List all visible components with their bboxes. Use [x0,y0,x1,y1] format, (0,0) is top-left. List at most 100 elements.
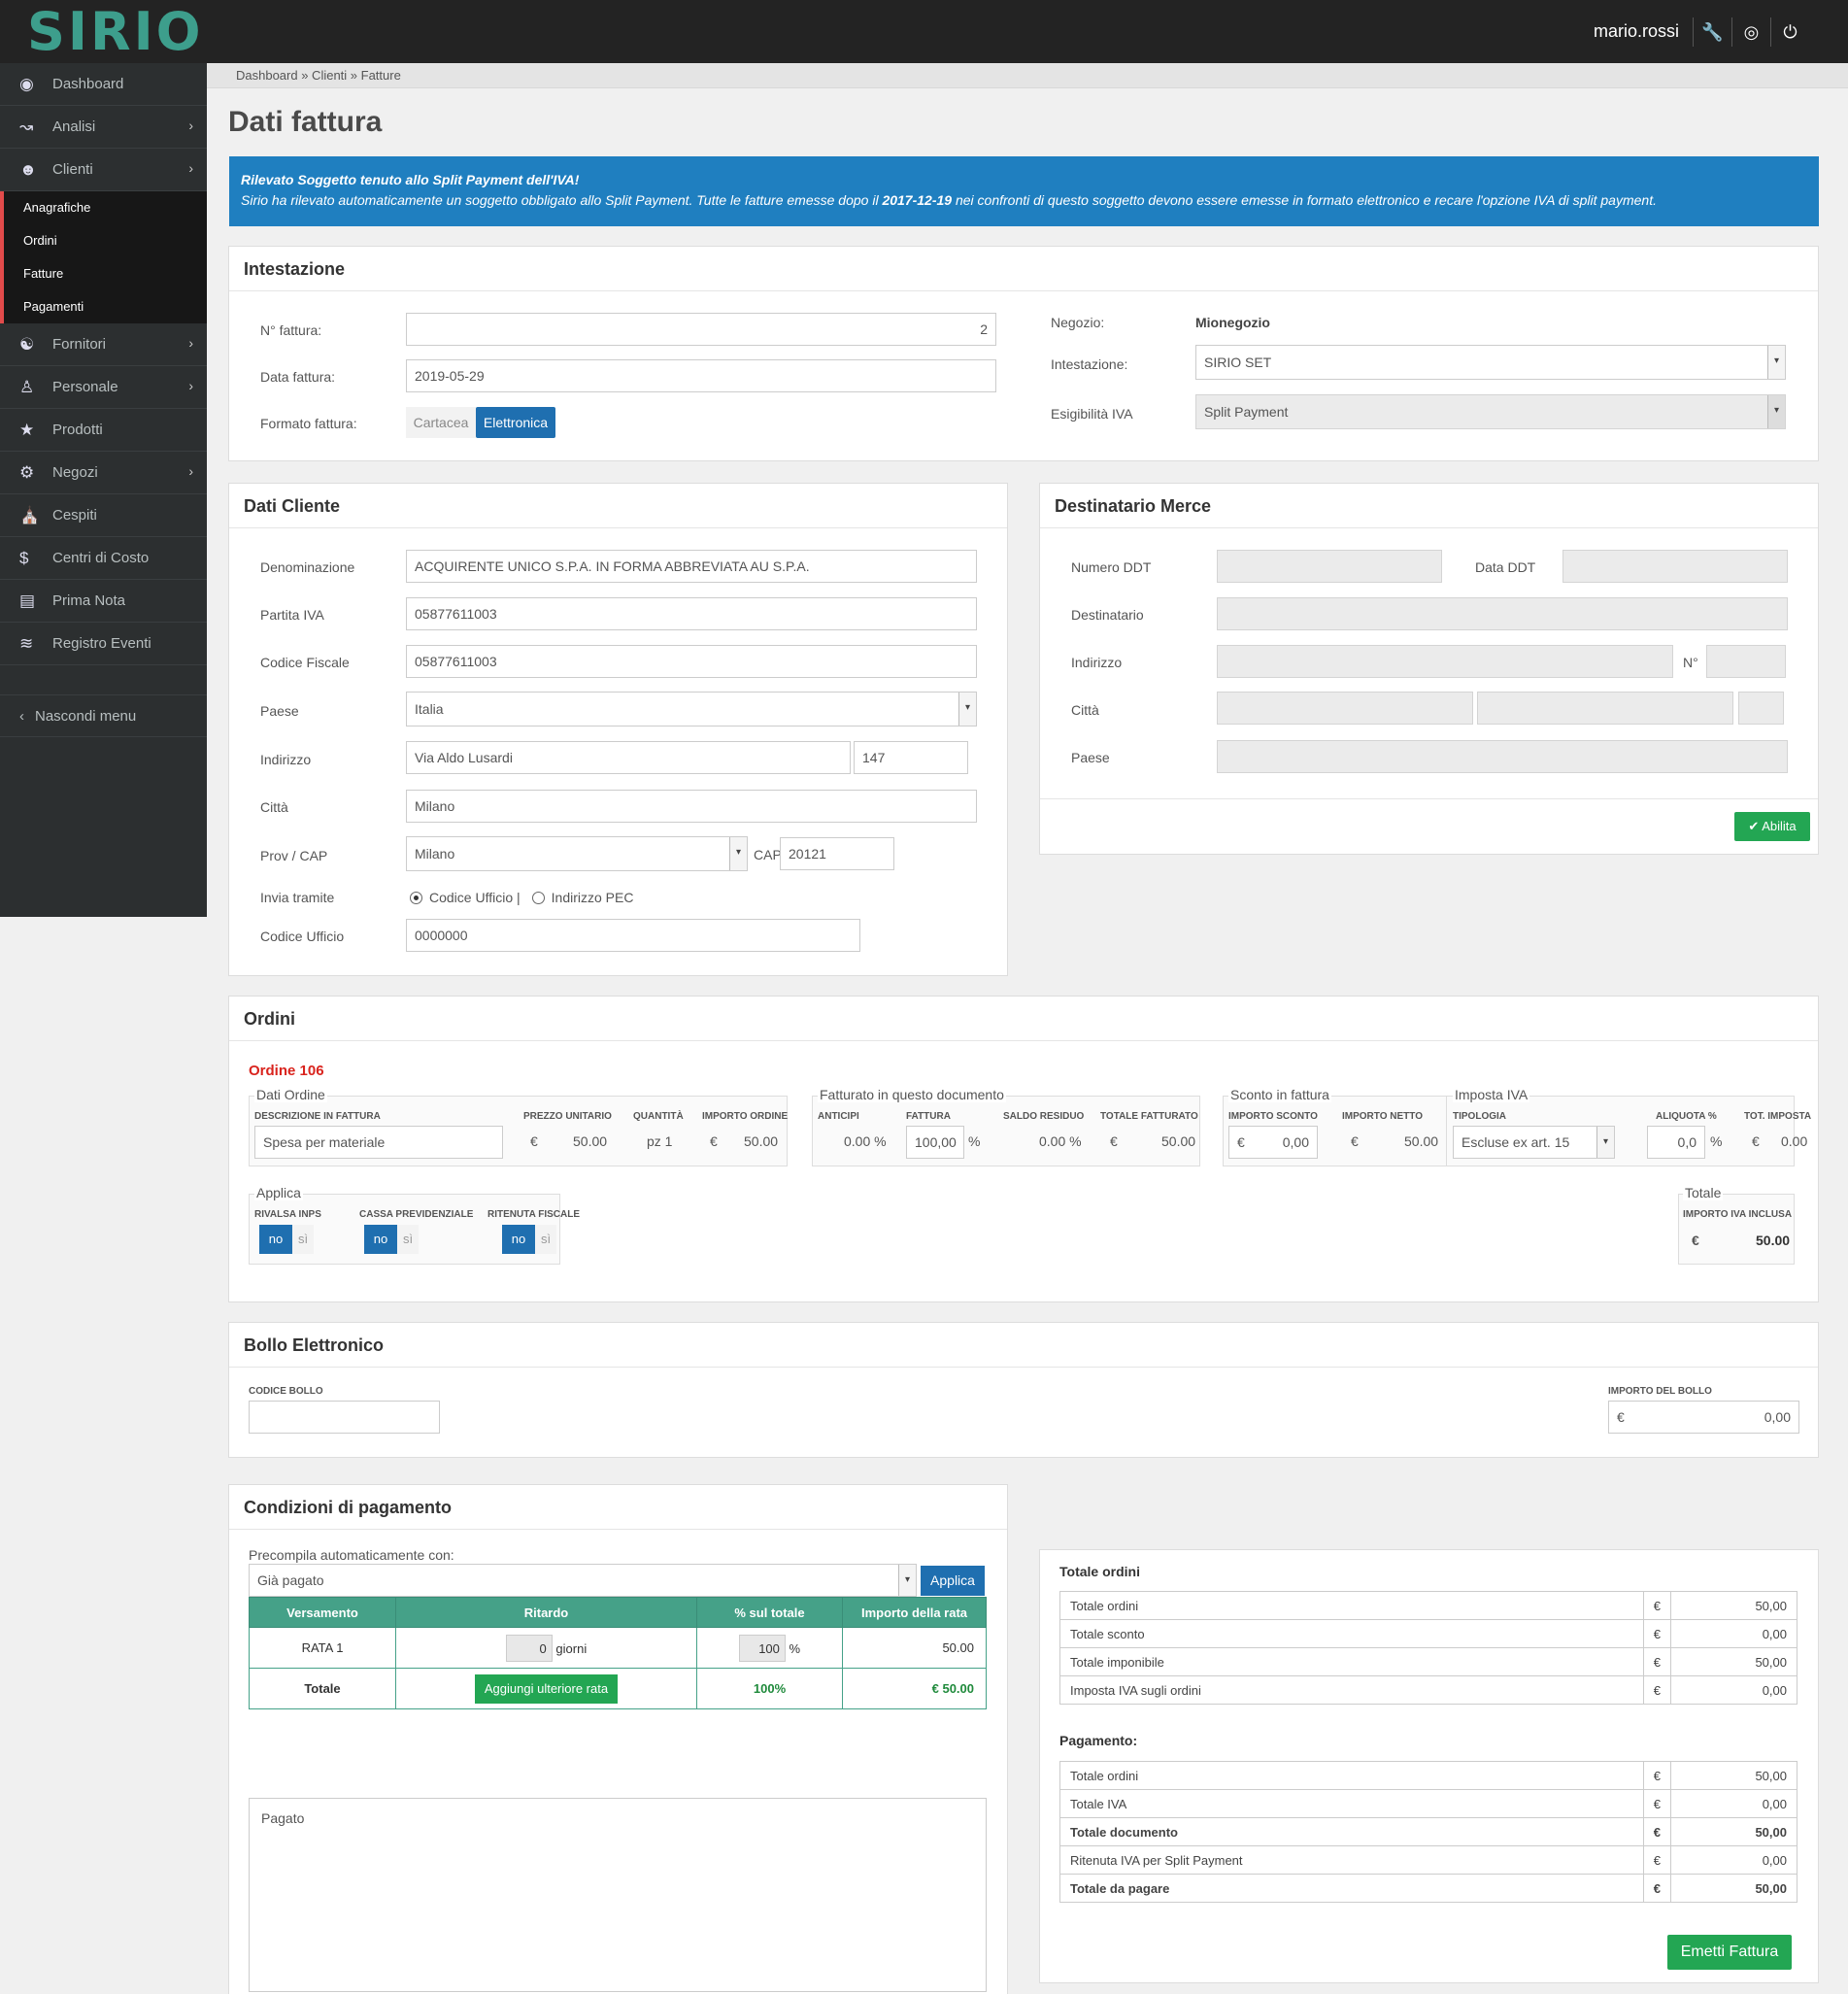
alert-title: Rilevato Soggetto tenuto allo Split Paym… [241,172,580,187]
col-anticipi: ANTICIPI [818,1111,859,1122]
paese-select[interactable]: Italia ▾ [406,692,977,727]
table-row-totale: Totale Aggiungi ulteriore rata 100% € 50… [249,1668,987,1709]
power-icon[interactable]: ⏻ [1770,17,1809,47]
totale-value: 50.00 [1756,1233,1791,1248]
iva-title: Imposta IVA [1453,1087,1530,1102]
table-row: RATA 1 0 giorni 100 % 50.00 [249,1627,987,1669]
sidebar-subitem-fatture[interactable]: Fatture [23,266,64,281]
sidebar-item-personale[interactable]: ♙ Personale › [0,366,207,409]
percent-input[interactable]: 100 [738,1634,786,1662]
sidebar-item-centri-di-costo[interactable]: $ Centri di Costo [0,537,207,580]
radio-indirizzo-pec[interactable] [531,891,545,904]
applica-button[interactable]: Applica [921,1566,985,1596]
sidebar-item-clienti[interactable]: ☻ Clienti › [0,149,207,191]
wrench-icon[interactable]: 🔧 [1693,17,1731,47]
sidebar-item-cespiti[interactable]: ⛪ Cespiti [0,494,207,537]
chevron-left-icon: ‹ [19,707,24,725]
codice-ufficio-input[interactable]: 0000000 [406,919,860,952]
rivalsa-toggle[interactable]: no sì [259,1225,314,1254]
invoice-number-input[interactable]: 2 [406,313,996,346]
toggle-no[interactable]: no [502,1225,535,1254]
provincia-dest-input[interactable] [1477,692,1733,725]
col-totale-fatturato: TOTALE FATTURATO [1100,1111,1198,1122]
ritenuta-toggle[interactable]: no sì [502,1225,556,1254]
sidebar-item-prima-nota[interactable]: ▤ Prima Nota [0,580,207,623]
toggle-si[interactable]: sì [535,1225,556,1254]
col-fattura: FATTURA [906,1111,951,1122]
numero-civico-dest-input[interactable] [1706,645,1786,678]
cassa-toggle[interactable]: no sì [364,1225,419,1254]
esigibilita-select[interactable]: Split Payment ▾ [1195,394,1786,429]
tipologia-select[interactable]: Escluse ex art. 15 ▾ [1453,1126,1615,1159]
codice-fiscale-input[interactable]: 05877611003 [406,645,977,678]
indirizzo-dest-input[interactable] [1217,645,1673,678]
invoice-date-input[interactable]: 2019-05-29 [406,359,996,392]
sidebar-item-dashboard[interactable]: ◉ Dashboard [0,63,207,106]
ordine-title: Ordine 106 [249,1063,324,1079]
chevron-down-icon: ▾ [958,693,976,726]
col-versamento: Versamento [249,1597,396,1628]
partita-iva-input[interactable]: 05877611003 [406,597,977,630]
toggle-si[interactable]: sì [292,1225,314,1254]
toggle-no[interactable]: no [364,1225,397,1254]
sidebar-item-prodotti[interactable]: ★ Prodotti [0,409,207,452]
intestazione-select[interactable]: SIRIO SET ▾ [1195,345,1786,380]
person-icon: ♙ [19,377,35,396]
citta-input[interactable]: Milano [406,790,977,823]
chevron-right-icon: › [188,118,193,133]
panel-title: Ordini [229,997,1818,1041]
table-row: Imposta IVA sugli ordini €0,00 [1059,1675,1798,1705]
app-logo[interactable]: SIRIO [27,1,204,62]
provincia-select[interactable]: Milano ▾ [406,836,748,871]
hide-menu-button[interactable]: ‹ Nascondi menu [0,694,207,737]
format-elettronica-button[interactable]: Elettronica [476,407,555,438]
prezzo-value: 50.00 [573,1133,608,1149]
indirizzo-input[interactable]: Via Aldo Lusardi [406,741,851,774]
lifebuoy-icon[interactable]: ◎ [1731,17,1770,47]
radio-codice-ufficio[interactable] [410,891,422,904]
denominazione-input[interactable]: ACQUIRENTE UNICO S.P.A. IN FORMA ABBREVI… [406,550,977,583]
condizioni-pagamento-panel: Condizioni di pagamento Precompila autom… [228,1484,1008,1994]
euro-symbol: € [1752,1133,1760,1149]
cap-input[interactable]: 20121 [780,837,894,870]
numero-ddt-input[interactable] [1217,550,1442,583]
format-cartacea-button[interactable]: Cartacea [406,407,476,438]
codice-bollo-input[interactable] [249,1401,440,1434]
citta-dest-input[interactable] [1217,692,1473,725]
emetti-fattura-button[interactable]: Emetti Fattura [1667,1935,1792,1970]
fattura-percent-input[interactable]: 100,00 [906,1126,964,1159]
aggiungi-rata-button[interactable]: Aggiungi ulteriore rata [474,1673,619,1704]
user-name[interactable]: mario.rossi [1593,21,1679,41]
descrizione-input[interactable]: Spesa per materiale [254,1126,503,1159]
destinatario-input[interactable] [1217,597,1788,630]
breadcrumb[interactable]: Dashboard » Clienti » Fatture [207,63,1848,88]
totale-importo: € 50.00 [842,1668,987,1709]
civico-input[interactable]: 147 [854,741,968,774]
sidebar-item-fornitori[interactable]: ☯ Fornitori › [0,323,207,366]
note-textarea[interactable]: Pagato [249,1798,987,1992]
precompila-select[interactable]: Già pagato ▾ [249,1564,917,1597]
rata-label: RATA 1 [249,1627,396,1669]
col-importo: IMPORTO ORDINE [702,1111,789,1122]
sidebar-item-negozi[interactable]: ⚙ Negozi › [0,452,207,494]
toggle-no[interactable]: no [259,1225,292,1254]
sidebar-subitem-ordini[interactable]: Ordini [23,233,57,248]
precompila-label: Precompila automaticamente con: [249,1547,454,1563]
ritardo-input[interactable]: 0 [505,1634,553,1662]
cap-dest-input[interactable] [1738,692,1784,725]
col-importo-iva-inclusa: IMPORTO IVA INCLUSA [1683,1209,1793,1220]
sidebar-item-analisi[interactable]: ↝ Analisi › [0,106,207,149]
data-ddt-input[interactable] [1562,550,1788,583]
abilita-button[interactable]: ✔ Abilita [1734,812,1810,841]
chevron-right-icon: › [188,160,193,176]
importo-sconto-input[interactable]: €0,00 [1228,1126,1318,1159]
panel-title: Bollo Elettronico [229,1323,1818,1368]
paese-dest-input[interactable] [1217,740,1788,773]
importo-bollo-input[interactable]: €0,00 [1608,1401,1799,1434]
indirizzo-dest-label: Indirizzo [1071,655,1123,670]
sidebar-item-registro-eventi[interactable]: ≋ Registro Eventi [0,623,207,665]
sidebar-subitem-anagrafiche[interactable]: Anagrafiche [23,200,91,215]
sidebar-subitem-pagamenti[interactable]: Pagamenti [23,299,84,314]
aliquota-input[interactable]: 0,0 [1647,1126,1705,1159]
toggle-si[interactable]: sì [397,1225,419,1254]
